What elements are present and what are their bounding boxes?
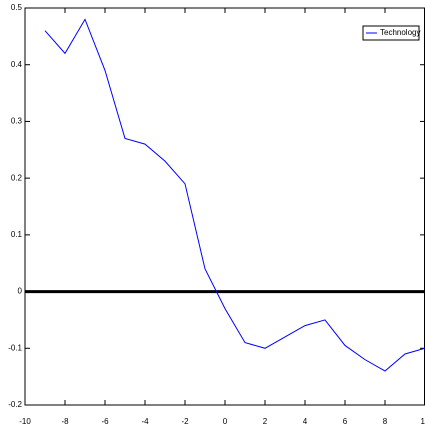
x-tick-label: 2 — [263, 417, 268, 426]
plot-frame — [24, 7, 425, 406]
y-tick-label: 0.4 — [11, 60, 23, 69]
x-tick-label: -2 — [181, 417, 189, 426]
y-tick-label: -0.1 — [8, 343, 22, 352]
x-tick-label: -10 — [19, 417, 31, 426]
y-tick-label: 0.1 — [11, 230, 23, 239]
x-tick-label: -4 — [141, 417, 149, 426]
x-tick-label: 8 — [383, 417, 388, 426]
data-line — [44, 18, 425, 372]
y-tick-label: 0 — [18, 287, 23, 296]
legend-label: Technology — [380, 28, 420, 37]
x-tick-label: 6 — [343, 417, 348, 426]
y-tick-label: 0.3 — [11, 117, 23, 126]
legend-box — [362, 25, 420, 41]
x-tick-label: -6 — [101, 417, 109, 426]
x-tick-label: 10 — [421, 417, 425, 426]
x-tick-label: -8 — [61, 417, 69, 426]
x-tick-label: 4 — [303, 417, 308, 426]
y-tick-label: -0.2 — [8, 400, 22, 409]
y-tick-label: 0.5 — [11, 3, 23, 12]
y-tick-label: 0.2 — [11, 173, 23, 182]
x-tick-label: 0 — [223, 417, 228, 426]
